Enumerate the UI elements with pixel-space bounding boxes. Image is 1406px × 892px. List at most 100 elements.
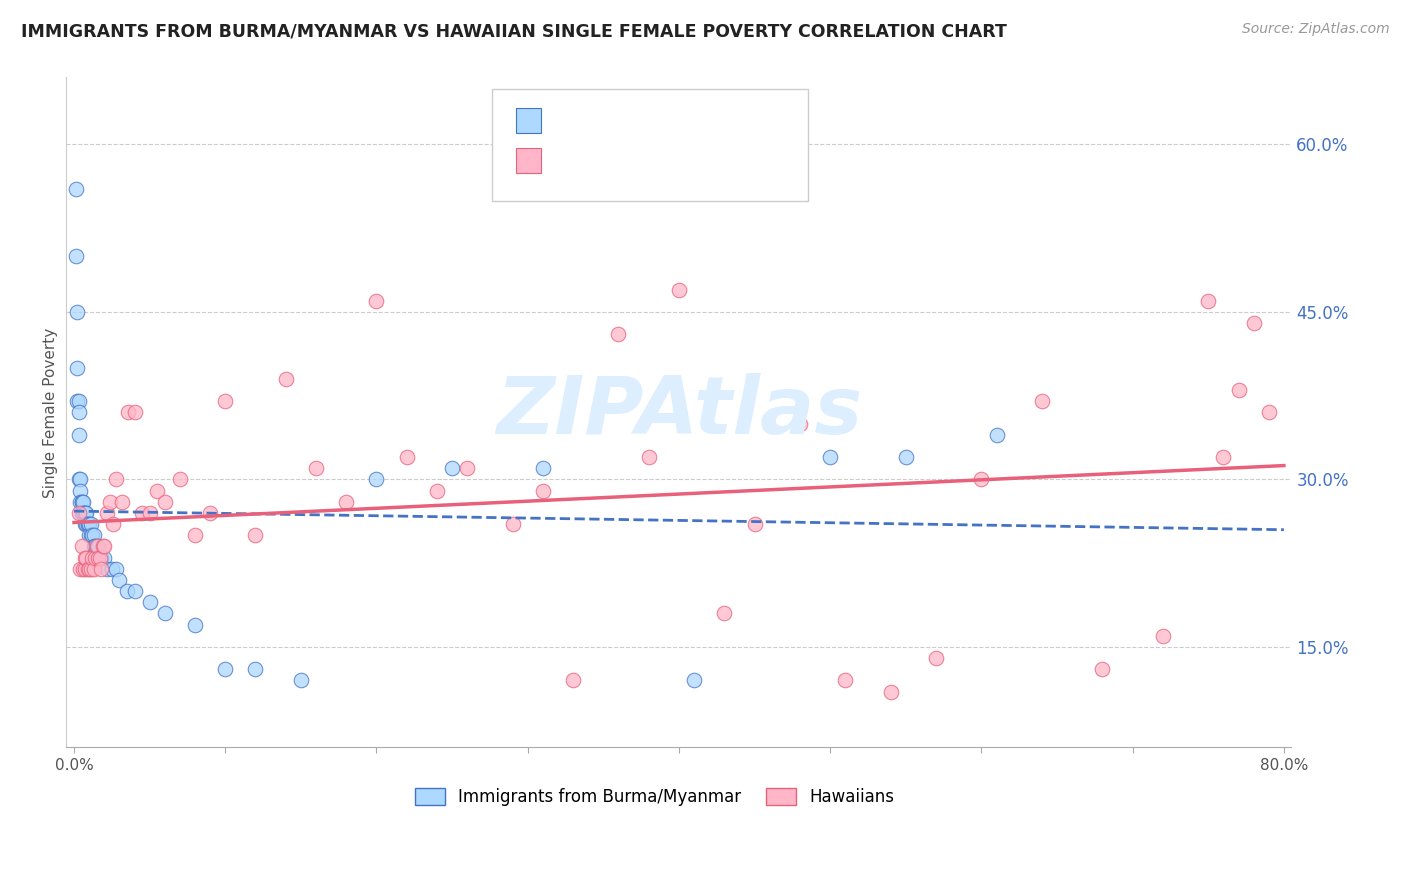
Point bbox=[214, 662, 236, 676]
Point bbox=[1197, 293, 1219, 308]
Point bbox=[245, 662, 267, 676]
Point bbox=[789, 417, 811, 431]
Point bbox=[96, 562, 118, 576]
Point bbox=[86, 540, 108, 554]
Point bbox=[83, 528, 105, 542]
Point bbox=[72, 494, 94, 508]
Point bbox=[72, 506, 94, 520]
Point bbox=[75, 506, 97, 520]
Point bbox=[96, 506, 118, 520]
Point bbox=[98, 494, 121, 508]
Point bbox=[115, 584, 138, 599]
Point bbox=[101, 562, 124, 576]
Point bbox=[83, 540, 105, 554]
Point bbox=[93, 540, 115, 554]
Point bbox=[70, 506, 93, 520]
Point bbox=[84, 550, 107, 565]
Point bbox=[90, 550, 112, 565]
Point bbox=[84, 540, 107, 554]
Point bbox=[73, 562, 96, 576]
Point bbox=[82, 550, 104, 565]
Point bbox=[67, 427, 90, 442]
Point bbox=[105, 472, 128, 486]
Point bbox=[1257, 405, 1279, 419]
Point bbox=[72, 562, 94, 576]
Text: Source: ZipAtlas.com: Source: ZipAtlas.com bbox=[1241, 22, 1389, 37]
Point bbox=[124, 405, 146, 419]
Point bbox=[79, 516, 101, 531]
Point bbox=[76, 562, 98, 576]
Point bbox=[90, 562, 112, 576]
Point bbox=[366, 472, 388, 486]
Legend: Immigrants from Burma/Myanmar, Hawaiians: Immigrants from Burma/Myanmar, Hawaiians bbox=[408, 781, 901, 813]
Point bbox=[69, 483, 91, 498]
Point bbox=[744, 516, 766, 531]
Point bbox=[562, 673, 585, 688]
Point bbox=[73, 506, 96, 520]
Text: ZIPAtlas: ZIPAtlas bbox=[496, 374, 862, 451]
Point bbox=[818, 450, 841, 464]
Point bbox=[502, 516, 524, 531]
Point bbox=[76, 516, 98, 531]
Point bbox=[105, 562, 128, 576]
Point bbox=[79, 562, 101, 576]
Point bbox=[834, 673, 856, 688]
Point bbox=[290, 673, 312, 688]
Point bbox=[77, 528, 100, 542]
Point bbox=[531, 461, 554, 475]
Point bbox=[986, 427, 1008, 442]
Point bbox=[76, 516, 98, 531]
Point bbox=[637, 450, 659, 464]
Point bbox=[131, 506, 153, 520]
Point bbox=[70, 494, 93, 508]
Point bbox=[456, 461, 478, 475]
Point bbox=[69, 494, 91, 508]
Point bbox=[305, 461, 328, 475]
Point bbox=[879, 684, 901, 698]
Point bbox=[65, 249, 87, 263]
Point bbox=[89, 550, 111, 565]
Point bbox=[395, 450, 418, 464]
Point bbox=[713, 607, 735, 621]
Point bbox=[214, 394, 236, 409]
Text: IMMIGRANTS FROM BURMA/MYANMAR VS HAWAIIAN SINGLE FEMALE POVERTY CORRELATION CHAR: IMMIGRANTS FROM BURMA/MYANMAR VS HAWAIIA… bbox=[21, 22, 1007, 40]
Point bbox=[66, 360, 89, 375]
Point bbox=[1091, 662, 1114, 676]
Point bbox=[67, 472, 90, 486]
Point bbox=[87, 540, 110, 554]
Point bbox=[93, 550, 115, 565]
Point bbox=[66, 305, 89, 319]
Point bbox=[73, 516, 96, 531]
Point bbox=[87, 550, 110, 565]
Point bbox=[184, 617, 207, 632]
Point bbox=[117, 405, 139, 419]
Point bbox=[138, 595, 160, 609]
Point bbox=[198, 506, 221, 520]
Point bbox=[83, 562, 105, 576]
Text: R = 0.055   N = 57: R = 0.055 N = 57 bbox=[553, 112, 723, 129]
Point bbox=[79, 528, 101, 542]
Point bbox=[335, 494, 357, 508]
Point bbox=[70, 494, 93, 508]
Point bbox=[70, 540, 93, 554]
Point bbox=[82, 528, 104, 542]
Point bbox=[89, 550, 111, 565]
Point bbox=[67, 506, 90, 520]
Point bbox=[925, 651, 948, 665]
Point bbox=[607, 327, 630, 342]
Point bbox=[970, 472, 993, 486]
Y-axis label: Single Female Poverty: Single Female Poverty bbox=[44, 327, 58, 498]
Point bbox=[1212, 450, 1234, 464]
Point bbox=[73, 506, 96, 520]
Point bbox=[366, 293, 388, 308]
Point bbox=[111, 494, 134, 508]
Point bbox=[108, 573, 131, 587]
Point bbox=[138, 506, 160, 520]
Point bbox=[184, 528, 207, 542]
Point bbox=[77, 562, 100, 576]
Point bbox=[69, 472, 91, 486]
Point bbox=[245, 528, 267, 542]
Point bbox=[65, 182, 87, 196]
Point bbox=[91, 540, 114, 554]
Point bbox=[66, 394, 89, 409]
